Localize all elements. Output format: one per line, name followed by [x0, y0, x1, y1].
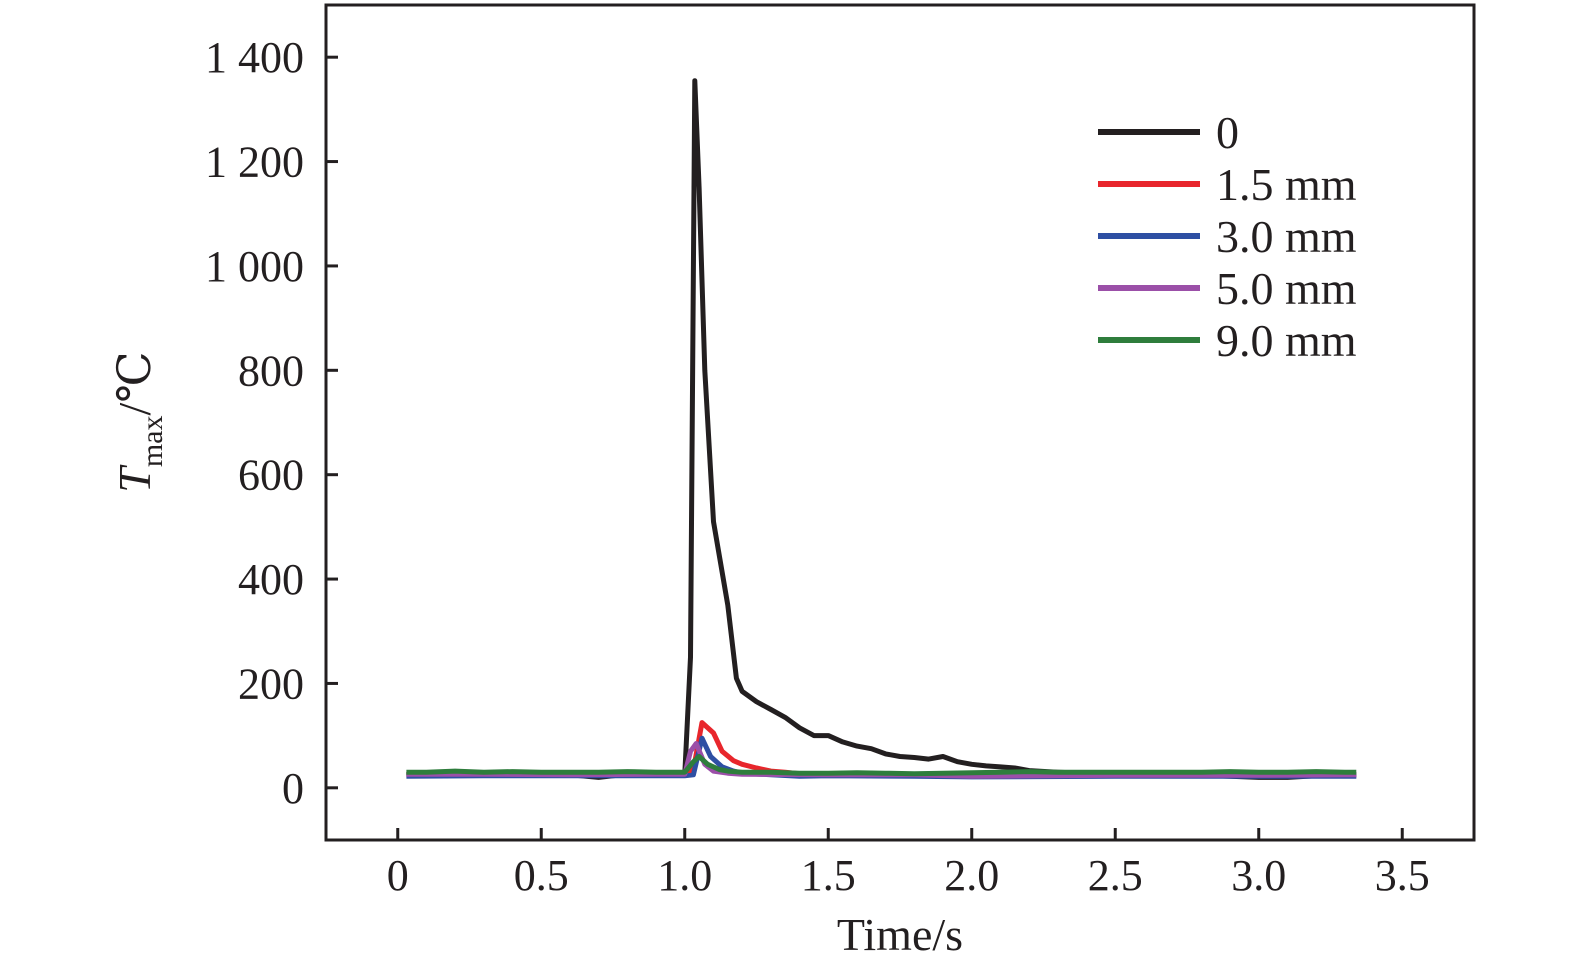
series-line: [406, 741, 1357, 779]
x-tick-label: 2.0: [944, 851, 999, 900]
legend-label: 9.0 mm: [1216, 315, 1357, 366]
x-axis-title: Time/s: [837, 909, 963, 960]
y-axis-title-subscript: max: [136, 416, 169, 468]
y-tick-label: 200: [238, 659, 304, 708]
legend: 01.5 mm3.0 mm5.0 mm9.0 mm: [1098, 107, 1357, 366]
x-tick-label: 0: [387, 851, 409, 900]
x-axis: 0 0.5 1.0 1.5 2.0 2.5 3.0 3.5: [387, 828, 1430, 900]
series-layer: [406, 78, 1357, 780]
legend-label: 1.5 mm: [1216, 159, 1357, 210]
legend-label: 3.0 mm: [1216, 211, 1357, 262]
x-tick-label: 0.5: [514, 851, 569, 900]
series-line: [406, 78, 1357, 780]
y-axis-title: Tmax/℃: [109, 351, 169, 493]
x-tick-label: 3.0: [1231, 851, 1286, 900]
x-tick-label: 2.5: [1088, 851, 1143, 900]
series-line: [406, 754, 1357, 777]
x-tick-label: 1.0: [657, 851, 712, 900]
y-tick-label: 400: [238, 555, 304, 604]
y-tick-label: 1 400: [205, 33, 304, 82]
y-tick-label: 800: [238, 346, 304, 395]
y-tick-label: 1 200: [205, 138, 304, 187]
legend-label: 0: [1216, 107, 1239, 158]
plot-frame: [324, 3, 1476, 842]
y-axis-title-main: T: [109, 464, 160, 493]
y-tick-label: 0: [282, 764, 304, 813]
x-tick-label: 3.5: [1375, 851, 1430, 900]
series-line: [406, 720, 1357, 778]
legend-label: 5.0 mm: [1216, 263, 1357, 314]
y-tick-label: 600: [238, 451, 304, 500]
y-axis: 0 200 400 600 800 1 000 1 200 1 400: [205, 33, 338, 813]
x-tick-label: 1.5: [801, 851, 856, 900]
y-axis-title-unit: /℃: [109, 351, 160, 415]
y-tick-label: 1 000: [205, 242, 304, 291]
